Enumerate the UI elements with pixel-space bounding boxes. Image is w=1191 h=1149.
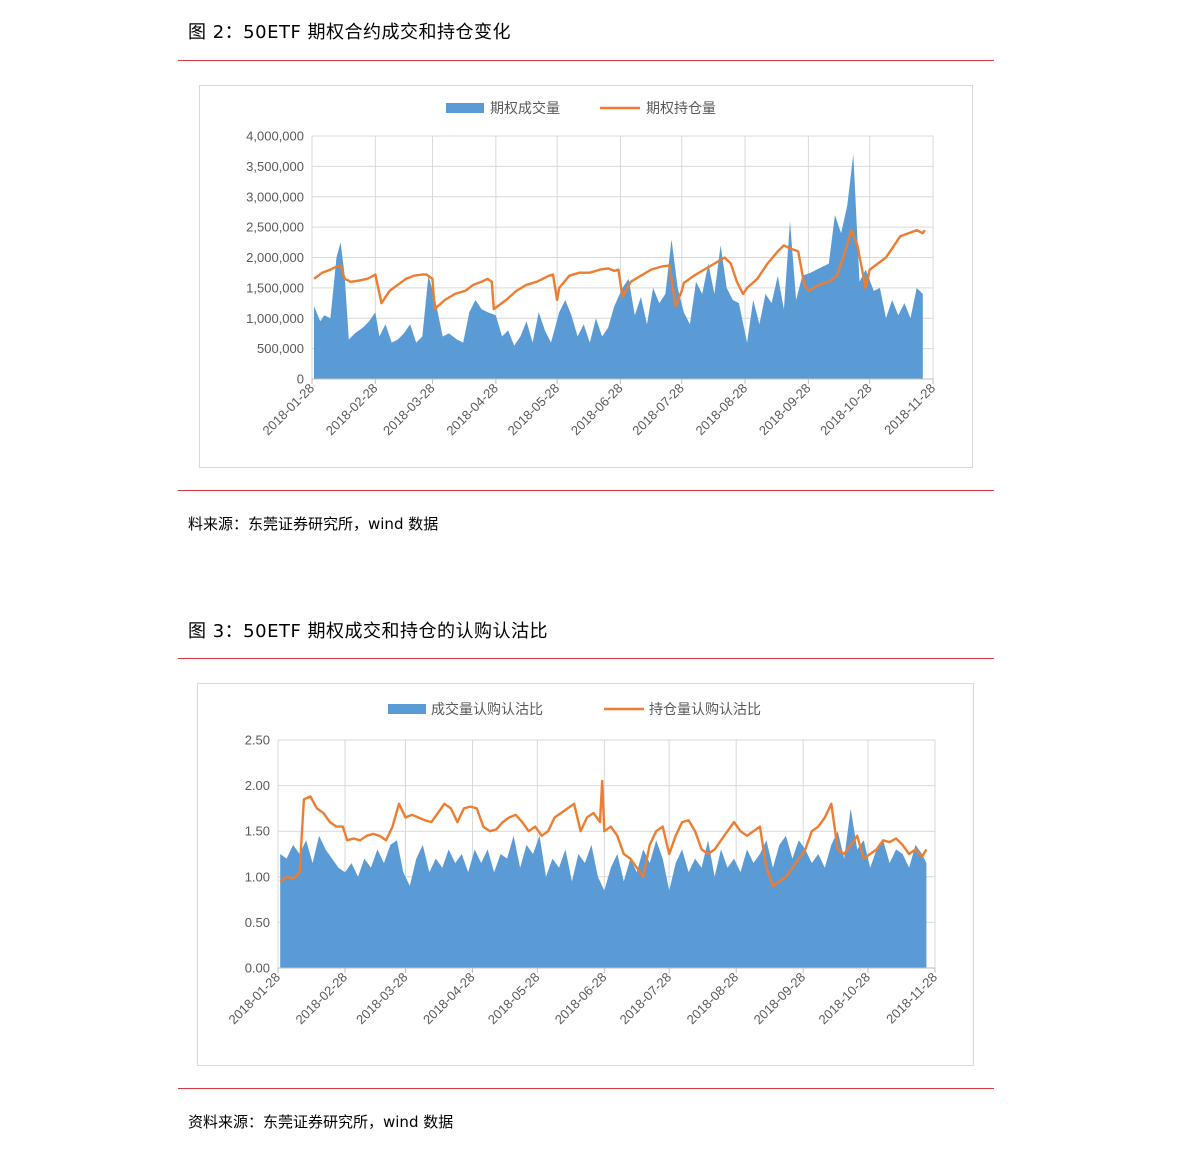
- x-tick-label: 2018-02-28: [323, 381, 381, 439]
- x-tick-label: 2018-06-28: [552, 970, 610, 1028]
- legend-label: 期权持仓量: [646, 101, 716, 117]
- x-tick-label: 2018-11-28: [881, 381, 938, 438]
- figure2-source: 料来源：东莞证券研究所，wind 数据: [188, 515, 439, 533]
- legend-label: 期权成交量: [490, 100, 560, 117]
- chart-call-put-ratio: 0.00 0.50 1.00 1.50 2.00 2.50 2018-01-28 2018-0…: [197, 683, 974, 1066]
- figure2-top-rule: [178, 60, 994, 61]
- y-tick-label: 500,000: [257, 341, 304, 356]
- x-tick-label: 2018-05-28: [485, 970, 543, 1028]
- area-series-1: [280, 808, 927, 968]
- y-tick-label: 2.50: [245, 733, 270, 748]
- y-tick-label: 2,000,000: [246, 250, 304, 265]
- y-tick-label: 0.50: [245, 915, 270, 930]
- x-tick-label: 2018-07-28: [629, 381, 687, 439]
- y-tick-label: 1,000,000: [246, 311, 304, 326]
- x-tick-label: 2018-08-28: [693, 381, 751, 439]
- x-tick-label: 2018-04-28: [443, 381, 501, 439]
- figure3-source: 资料来源：东莞证券研究所，wind 数据: [188, 1113, 454, 1131]
- x-tick-label: 2018-01-28: [259, 381, 317, 439]
- x-tick-label: 2018-10-28: [815, 970, 873, 1028]
- x-tick-label: 2018-07-28: [617, 970, 675, 1028]
- x-tick-label: 2018-05-28: [505, 381, 563, 439]
- y-tick-label: 3,000,000: [246, 189, 304, 204]
- chart-volume-open-interest: 0 500,000 1,000,000 1,500,000 2,000,000 2,500…: [199, 85, 973, 468]
- x-tick-label: 2018-10-28: [817, 381, 875, 439]
- x-tick-label: 2018-01-28: [225, 970, 283, 1028]
- legend-swatch-area: [446, 103, 484, 113]
- figure3-top-rule: [178, 658, 994, 659]
- line-series-1: [279, 779, 928, 888]
- chart-volume-open-interest-svg: 0 500,000 1,000,000 1,500,000 2,000,000 2,500…: [246, 100, 938, 439]
- y-tick-label: 0: [297, 372, 304, 387]
- x-tick-label: 2018-09-28: [756, 381, 814, 439]
- legend-label: 成交量认购认沽比: [431, 701, 543, 718]
- y-tick-label: 2,500,000: [246, 220, 304, 235]
- area-series-0: [314, 154, 923, 379]
- legend-swatch-area: [388, 704, 426, 714]
- y-tick-label: 4,000,000: [246, 129, 304, 144]
- line-series-0: [313, 228, 926, 311]
- x-tick-label: 2018-06-28: [568, 381, 626, 439]
- figure2-title: 图 2：50ETF 期权合约成交和持仓变化: [188, 22, 512, 43]
- x-tick-label: 2018-02-28: [292, 970, 350, 1028]
- x-tick-label: 2018-08-28: [684, 970, 742, 1028]
- x-tick-label: 2018-03-28: [353, 970, 411, 1028]
- y-tick-label: 3,500,000: [246, 159, 304, 174]
- y-tick-label: 2.00: [245, 778, 270, 793]
- figure2-bottom-rule: [178, 490, 994, 491]
- x-tick-label: 2018-03-28: [380, 381, 438, 439]
- y-tick-label: 1.50: [245, 824, 270, 839]
- y-tick-label: 0.00: [245, 961, 270, 976]
- y-tick-label: 1.00: [245, 869, 270, 884]
- figure3-title: 图 3：50ETF 期权成交和持仓的认购认沽比: [188, 621, 549, 642]
- x-tick-label: 2018-11-28: [883, 970, 940, 1027]
- y-tick-label: 1,500,000: [246, 280, 304, 295]
- figure3-bottom-rule: [178, 1088, 994, 1089]
- x-tick-label: 2018-04-28: [420, 970, 478, 1028]
- legend-label: 持仓量认购认沽比: [649, 702, 761, 718]
- x-tick-label: 2018-09-28: [751, 970, 809, 1028]
